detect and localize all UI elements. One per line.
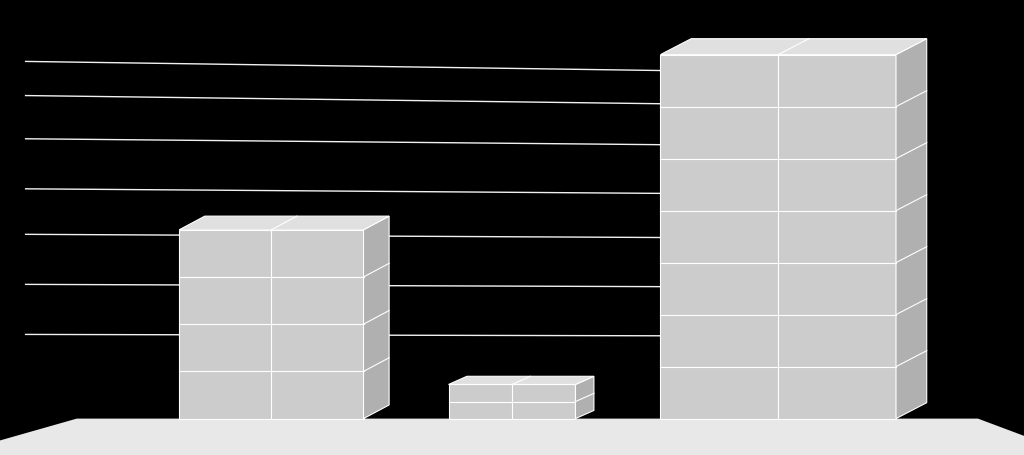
Polygon shape: [575, 376, 594, 419]
Polygon shape: [449, 384, 575, 419]
Polygon shape: [449, 376, 594, 384]
Polygon shape: [660, 39, 927, 55]
Polygon shape: [896, 39, 927, 419]
Polygon shape: [364, 216, 389, 419]
Polygon shape: [0, 419, 1024, 455]
Polygon shape: [660, 55, 896, 419]
Polygon shape: [179, 216, 389, 230]
Polygon shape: [179, 230, 364, 419]
